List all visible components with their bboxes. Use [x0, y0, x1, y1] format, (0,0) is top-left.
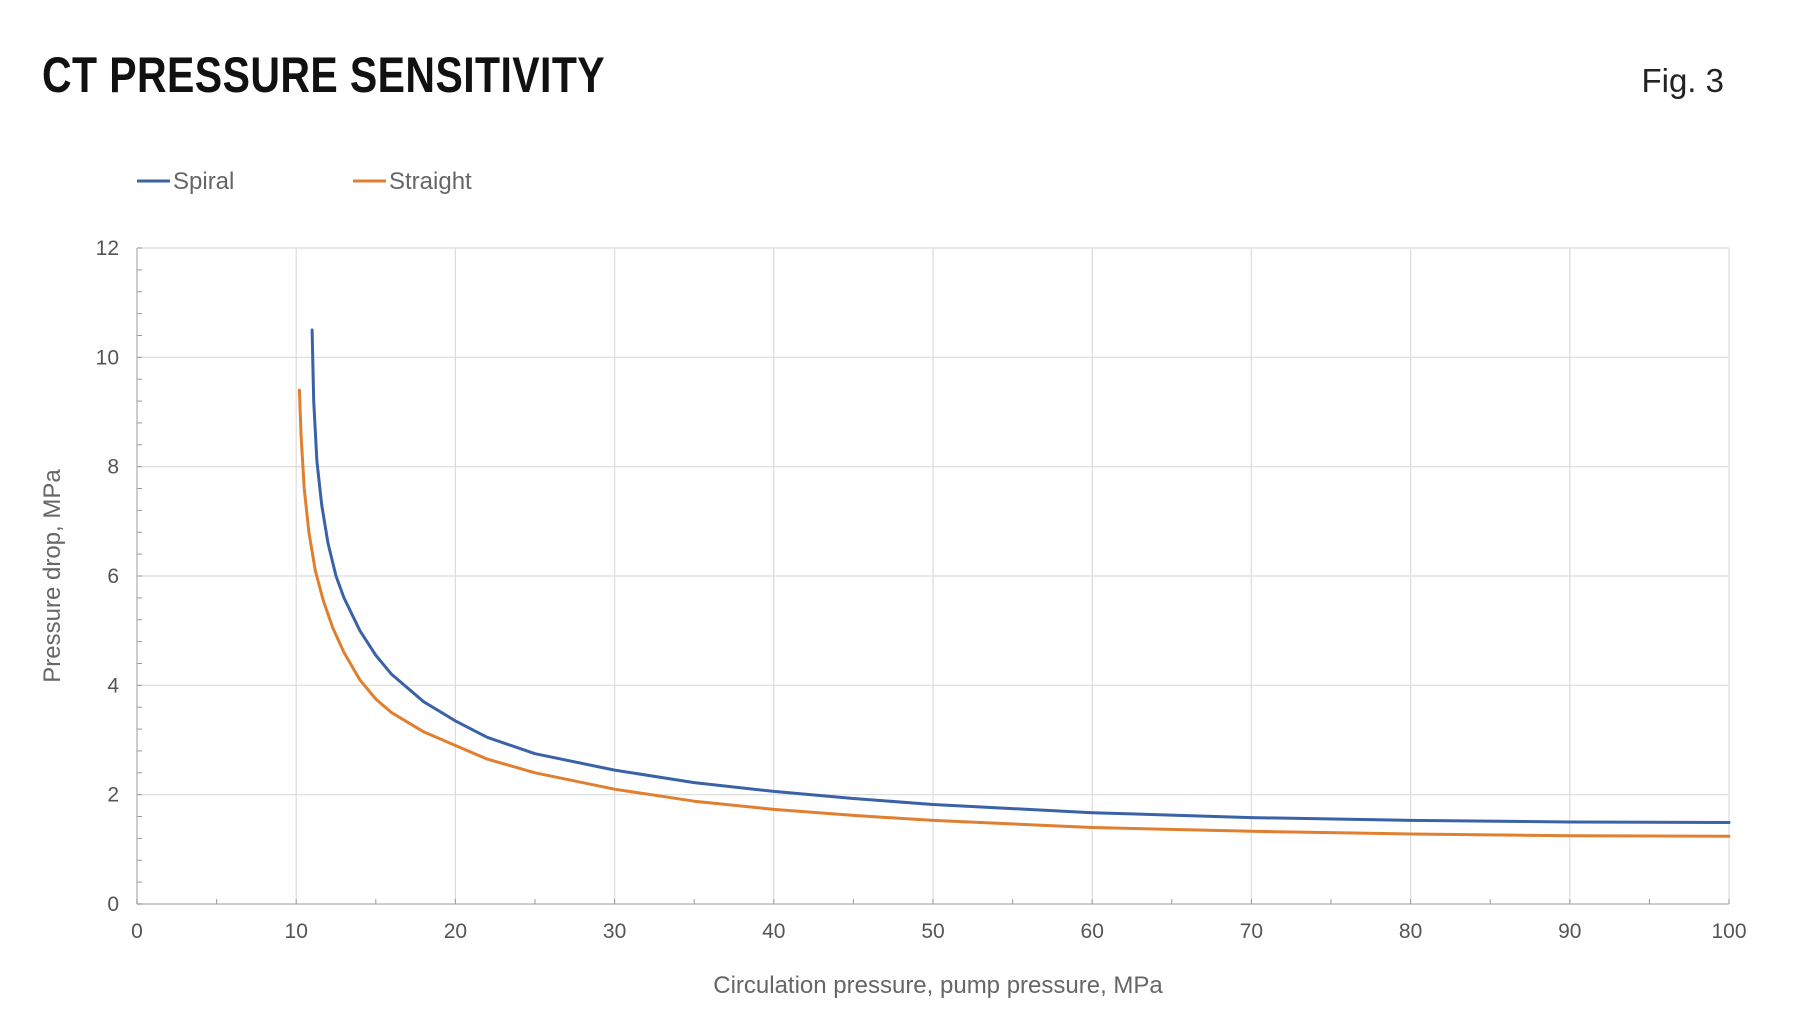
y-tick-label: 2	[107, 784, 119, 807]
x-tick-label: 70	[1240, 920, 1263, 943]
x-tick-label: 0	[131, 920, 143, 943]
legend-label-straight: Straight	[389, 168, 472, 195]
grid	[137, 247, 1730, 904]
series-lines	[297, 328, 1731, 838]
x-ticks: 0 10 20 30 40 50 60 70 80 90 100	[131, 920, 1746, 943]
y-axis-label: Pressure drop, MPa	[39, 469, 66, 683]
series-line-spiral	[310, 328, 1731, 824]
x-tick-label: 50	[921, 920, 944, 943]
x-tick-label: 80	[1399, 920, 1422, 943]
series-line-straight	[297, 388, 1731, 838]
y-ticks: 0 2 4 6 8 10 12	[96, 237, 120, 916]
legend-label-spiral: Spiral	[173, 168, 234, 195]
x-tick-label: 60	[1081, 920, 1104, 943]
x-tick-label: 10	[285, 920, 308, 943]
y-tick-label: 10	[96, 346, 119, 369]
y-tick-label: 4	[107, 674, 119, 697]
legend: Spiral Straight	[137, 168, 472, 195]
chart-title: CT PRESSURE SENSITIVITY	[42, 47, 606, 103]
y-tick-label: 6	[107, 565, 119, 588]
axes	[136, 247, 1730, 905]
x-tick-label: 20	[444, 920, 467, 943]
figure-label: Fig. 3	[1641, 62, 1724, 99]
x-tick-label: 40	[762, 920, 785, 943]
y-tick-label: 12	[96, 237, 119, 260]
x-tick-label: 90	[1558, 920, 1581, 943]
x-axis-label: Circulation pressure, pump pressure, MPa	[713, 972, 1163, 999]
x-tick-label: 100	[1711, 920, 1746, 943]
y-tick-label: 8	[107, 456, 119, 479]
x-tick-label: 30	[603, 920, 626, 943]
y-tick-label: 0	[107, 893, 119, 916]
